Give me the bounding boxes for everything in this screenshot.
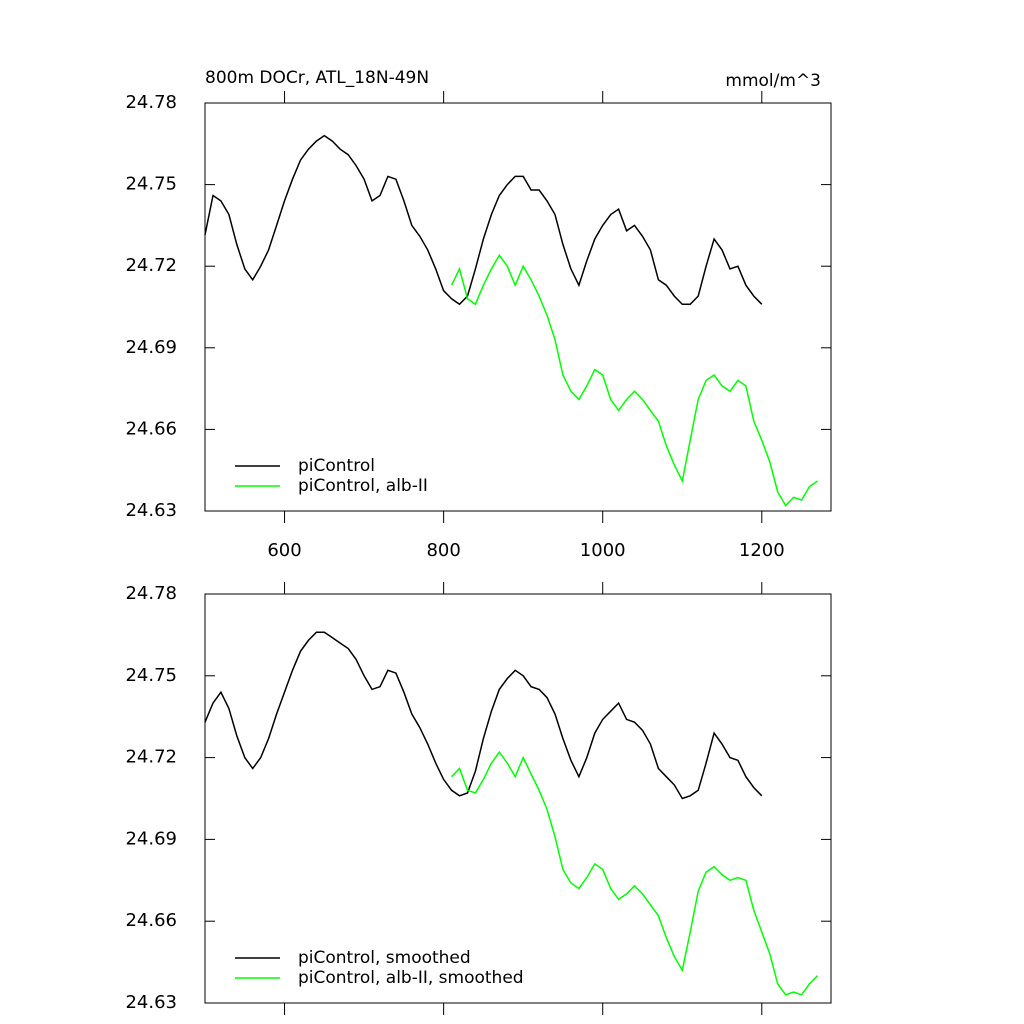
units-label: mmol/m^3 bbox=[725, 71, 821, 91]
y-tick-label: 24.75 bbox=[125, 174, 177, 195]
y-tick-label: 24.69 bbox=[125, 337, 177, 358]
y-tick-label: 24.75 bbox=[125, 665, 177, 686]
y-tick-label: 24.72 bbox=[125, 255, 177, 276]
x-tick-label: 1200 bbox=[739, 540, 785, 561]
plot-frame bbox=[204, 593, 832, 1004]
data-line bbox=[450, 253, 818, 507]
plot-frame bbox=[204, 102, 832, 512]
y-tick-label: 24.78 bbox=[125, 583, 177, 604]
data-line bbox=[204, 134, 763, 306]
y-tick-label: 24.63 bbox=[125, 500, 177, 521]
x-tick-label: 800 bbox=[426, 540, 460, 561]
data-line bbox=[204, 631, 763, 800]
legend-label: piControl, alb-II, smoothed bbox=[298, 968, 524, 988]
x-tick-label: 600 bbox=[267, 540, 301, 561]
x-tick-label: 1000 bbox=[580, 540, 626, 561]
legend-label: piControl bbox=[298, 456, 375, 476]
y-tick-label: 24.66 bbox=[125, 418, 177, 439]
y-tick-label: 24.69 bbox=[125, 828, 177, 849]
y-tick-label: 24.66 bbox=[125, 910, 177, 931]
legend-label: piControl, smoothed bbox=[298, 948, 471, 968]
data-line bbox=[451, 750, 819, 996]
y-tick-label: 24.72 bbox=[125, 747, 177, 768]
legend-label: piControl, alb-II bbox=[298, 476, 428, 496]
y-tick-label: 24.63 bbox=[125, 992, 177, 1013]
y-tick-label: 24.78 bbox=[125, 92, 177, 113]
chart-title: 800m DOCr, ATL_18N-49N bbox=[205, 68, 429, 88]
